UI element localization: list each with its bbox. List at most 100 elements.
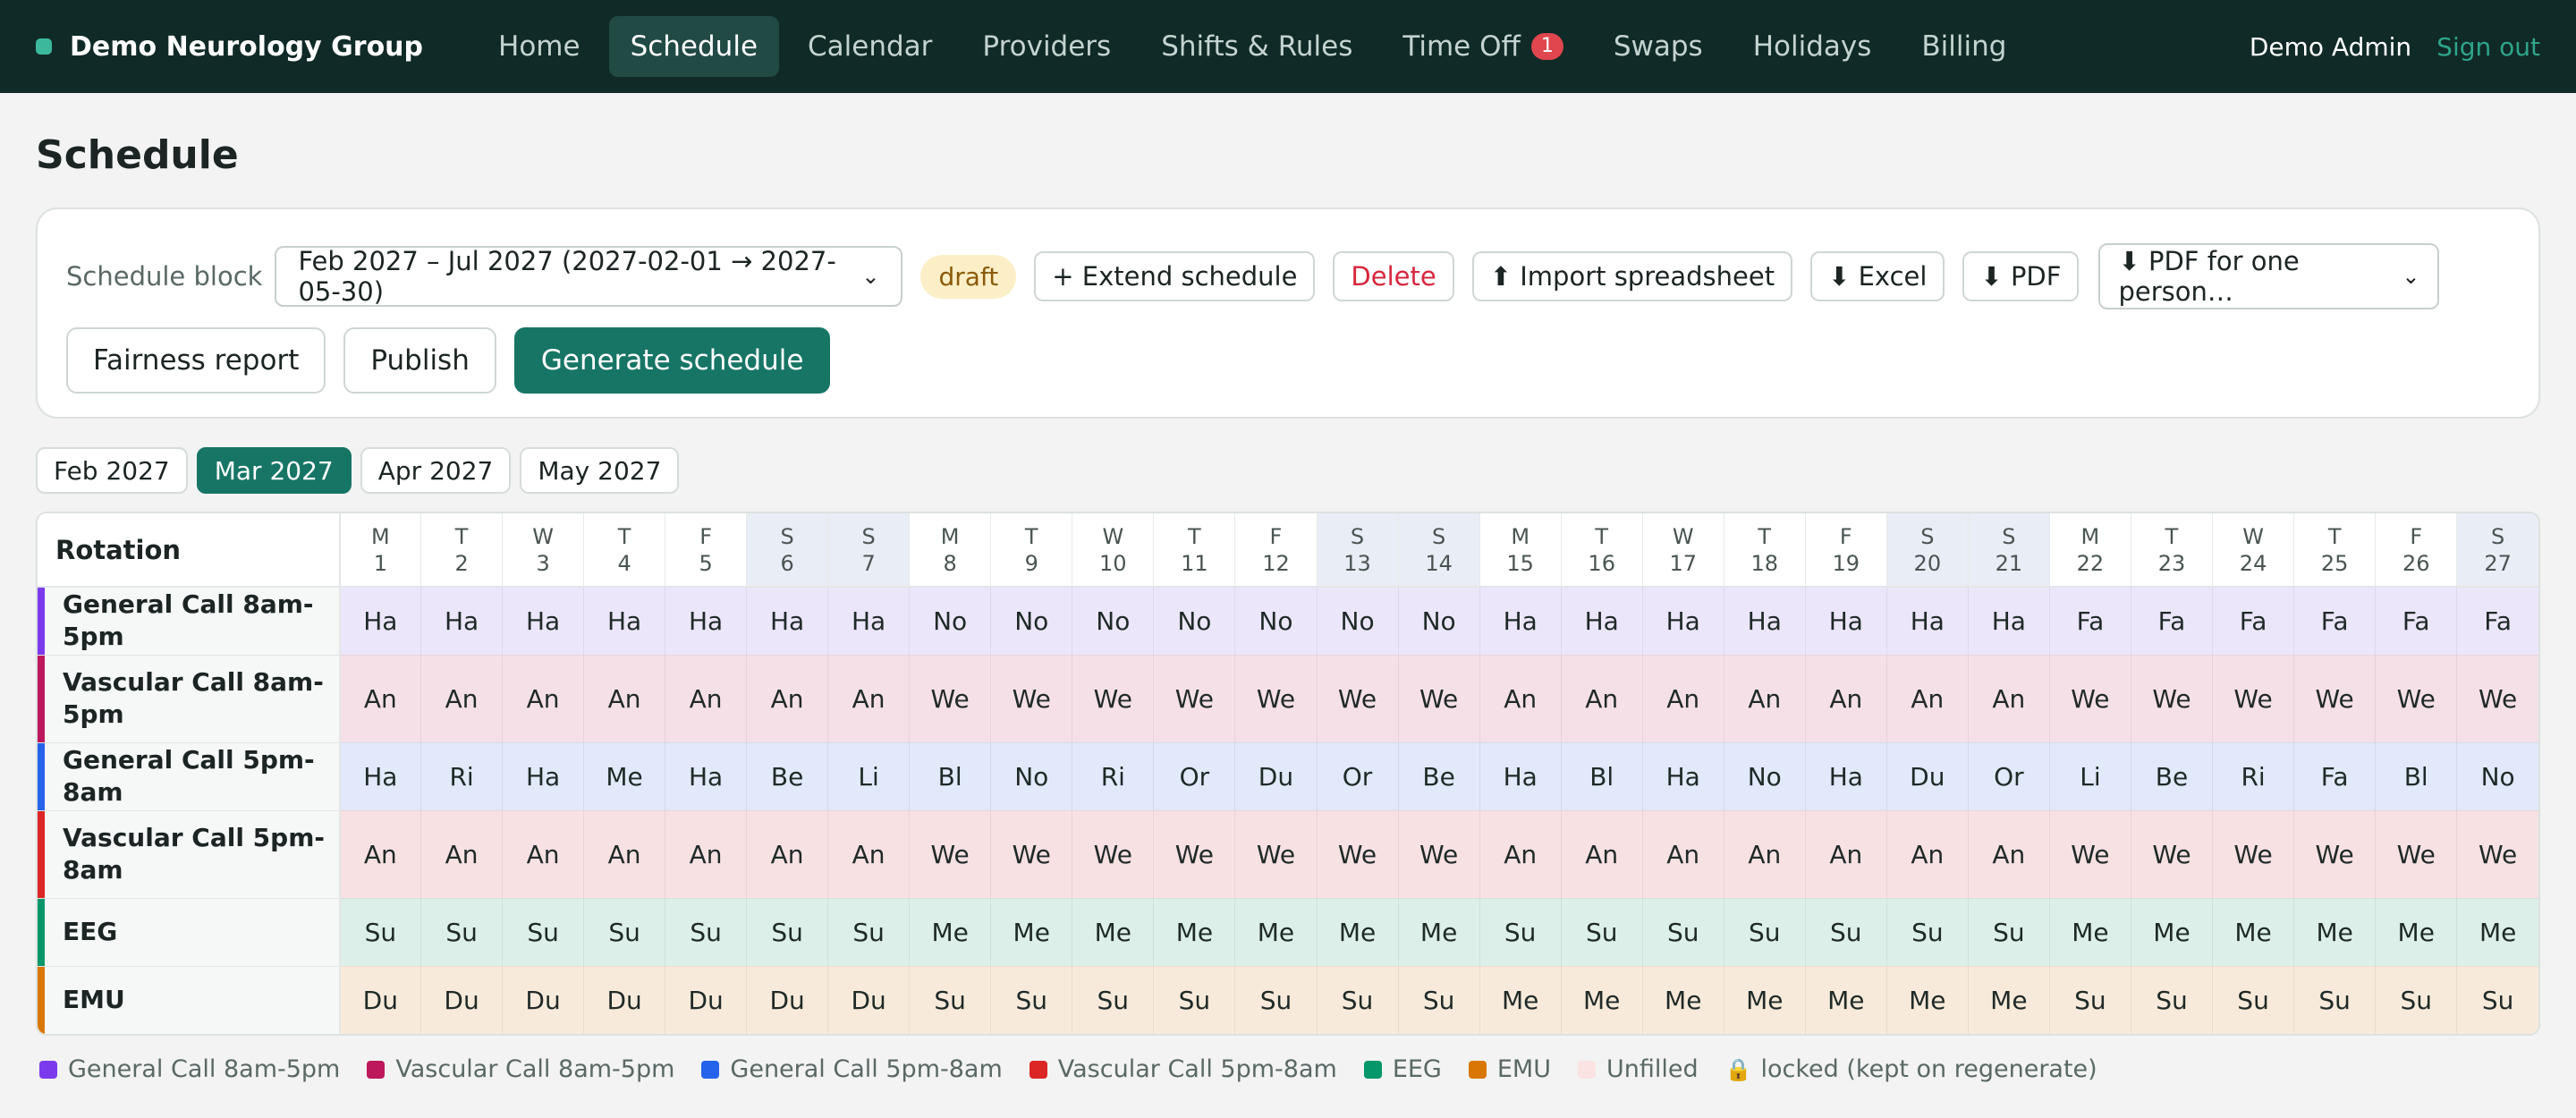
assignment-cell[interactable]: An bbox=[1885, 654, 1969, 742]
assignment-cell[interactable]: An bbox=[1723, 809, 1806, 898]
assignment-cell[interactable]: An bbox=[1804, 809, 1887, 898]
import-spreadsheet-button[interactable]: ⬆ Import spreadsheet bbox=[1471, 251, 1793, 301]
assignment-cell[interactable]: We bbox=[1397, 809, 1480, 898]
assignment-cell[interactable]: Ha bbox=[1723, 586, 1806, 655]
assignment-cell[interactable]: Me bbox=[1723, 965, 1806, 1034]
assignment-cell[interactable]: Su bbox=[2293, 965, 2376, 1034]
assignment-cell[interactable]: Ha bbox=[420, 586, 503, 655]
assignment-cell[interactable]: Ha bbox=[502, 586, 584, 655]
assignment-cell[interactable]: We bbox=[2456, 809, 2538, 898]
assignment-cell[interactable]: Su bbox=[1885, 897, 1969, 966]
assignment-cell[interactable]: Su bbox=[1072, 965, 1154, 1034]
assignment-cell[interactable]: An bbox=[339, 654, 421, 742]
assignment-cell[interactable]: Ha bbox=[1560, 586, 1643, 655]
assignment-cell[interactable]: We bbox=[909, 809, 991, 898]
assignment-cell[interactable]: Me bbox=[909, 897, 991, 966]
assignment-cell[interactable]: Fa bbox=[2375, 586, 2457, 655]
assignment-cell[interactable]: An bbox=[746, 654, 828, 742]
assignment-cell[interactable]: An bbox=[420, 809, 503, 898]
assignment-cell[interactable]: Su bbox=[1234, 965, 1317, 1034]
assignment-cell[interactable]: Ri bbox=[1072, 741, 1154, 810]
assignment-cell[interactable]: Su bbox=[1641, 897, 1724, 966]
assignment-cell[interactable]: Su bbox=[1397, 965, 1480, 1034]
assignment-cell[interactable]: Or bbox=[1153, 741, 1235, 810]
assignment-cell[interactable]: Ha bbox=[1641, 586, 1724, 655]
assignment-cell[interactable]: Be bbox=[746, 741, 828, 810]
assignment-cell[interactable]: An bbox=[665, 654, 747, 742]
nav-item-billing[interactable]: Billing bbox=[1900, 16, 2028, 77]
assignment-cell[interactable]: No bbox=[909, 586, 991, 655]
assignment-cell[interactable]: No bbox=[1153, 586, 1235, 655]
month-tab[interactable]: Feb 2027 bbox=[36, 447, 188, 494]
assignment-cell[interactable]: Me bbox=[1072, 897, 1154, 966]
assignment-cell[interactable]: No bbox=[990, 586, 1072, 655]
assignment-cell[interactable]: No bbox=[1234, 586, 1317, 655]
nav-item-schedule[interactable]: Schedule bbox=[608, 16, 780, 77]
assignment-cell[interactable]: We bbox=[2212, 809, 2294, 898]
assignment-cell[interactable]: No bbox=[1316, 586, 1399, 655]
assignment-cell[interactable]: We bbox=[2130, 654, 2213, 742]
pdf-person-select[interactable]: ⬇ PDF for one person… ⌄ bbox=[2098, 243, 2440, 309]
sign-out-link[interactable]: Sign out bbox=[2436, 31, 2540, 62]
assignment-cell[interactable]: Ri bbox=[420, 741, 503, 810]
assignment-cell[interactable]: Me bbox=[2293, 897, 2376, 966]
assignment-cell[interactable]: An bbox=[502, 809, 584, 898]
assignment-cell[interactable]: Me bbox=[1967, 965, 2050, 1034]
assignment-cell[interactable]: Me bbox=[1560, 965, 1643, 1034]
month-tab[interactable]: Apr 2027 bbox=[360, 447, 512, 494]
assignment-cell[interactable]: We bbox=[990, 809, 1072, 898]
assignment-cell[interactable]: An bbox=[827, 809, 910, 898]
assignment-cell[interactable]: Me bbox=[583, 741, 665, 810]
assignment-cell[interactable]: We bbox=[1316, 654, 1399, 742]
assignment-cell[interactable]: No bbox=[990, 741, 1072, 810]
assignment-cell[interactable]: No bbox=[1723, 741, 1806, 810]
assignment-cell[interactable]: Ha bbox=[502, 741, 584, 810]
export-excel-button[interactable]: ⬇ Excel bbox=[1810, 251, 1945, 301]
assignment-cell[interactable]: Me bbox=[2375, 897, 2457, 966]
assignment-cell[interactable]: Me bbox=[1234, 897, 1317, 966]
assignment-cell[interactable]: An bbox=[1560, 654, 1643, 742]
schedule-block-select[interactable]: Feb 2027 – Jul 2027 (2027-02-01 → 2027-0… bbox=[275, 246, 903, 307]
assignment-cell[interactable]: Ha bbox=[339, 586, 421, 655]
assignment-cell[interactable]: We bbox=[2048, 654, 2131, 742]
nav-item-time-off[interactable]: Time Off 1 bbox=[1381, 16, 1584, 77]
assignment-cell[interactable]: Ha bbox=[665, 741, 747, 810]
assignment-cell[interactable]: An bbox=[1479, 809, 1562, 898]
assignment-cell[interactable]: Su bbox=[827, 897, 910, 966]
assignment-cell[interactable]: An bbox=[1479, 654, 1562, 742]
assignment-cell[interactable]: We bbox=[2212, 654, 2294, 742]
assignment-cell[interactable]: Ha bbox=[1804, 586, 1887, 655]
nav-item-shifts-rules[interactable]: Shifts & Rules bbox=[1140, 16, 1374, 77]
assignment-cell[interactable]: An bbox=[1641, 654, 1724, 742]
assignment-cell[interactable]: An bbox=[1885, 809, 1969, 898]
assignment-cell[interactable]: An bbox=[583, 654, 665, 742]
assignment-cell[interactable]: Su bbox=[1560, 897, 1643, 966]
assignment-cell[interactable]: An bbox=[1641, 809, 1724, 898]
assignment-cell[interactable]: Fa bbox=[2048, 586, 2131, 655]
month-tab[interactable]: Mar 2027 bbox=[196, 447, 352, 494]
assignment-cell[interactable]: We bbox=[1153, 654, 1235, 742]
assignment-cell[interactable]: Su bbox=[420, 897, 503, 966]
assignment-cell[interactable]: Ha bbox=[827, 586, 910, 655]
assignment-cell[interactable]: We bbox=[2293, 654, 2376, 742]
assignment-cell[interactable]: Su bbox=[502, 897, 584, 966]
assignment-cell[interactable]: Me bbox=[2048, 897, 2131, 966]
assignment-cell[interactable]: Me bbox=[990, 897, 1072, 966]
assignment-cell[interactable]: An bbox=[746, 809, 828, 898]
assignment-cell[interactable]: Ha bbox=[1804, 741, 1887, 810]
assignment-cell[interactable]: An bbox=[827, 654, 910, 742]
assignment-cell[interactable]: Du bbox=[339, 965, 421, 1034]
assignment-cell[interactable]: Ha bbox=[1479, 586, 1562, 655]
assignment-cell[interactable]: Du bbox=[827, 965, 910, 1034]
assignment-cell[interactable]: Su bbox=[909, 965, 991, 1034]
brand[interactable]: Demo Neurology Group bbox=[36, 31, 423, 63]
assignment-cell[interactable]: Su bbox=[1479, 897, 1562, 966]
assignment-cell[interactable]: We bbox=[909, 654, 991, 742]
assignment-cell[interactable]: An bbox=[1967, 809, 2050, 898]
assignment-cell[interactable]: Ha bbox=[1479, 741, 1562, 810]
assignment-cell[interactable]: We bbox=[2048, 809, 2131, 898]
assignment-cell[interactable]: No bbox=[1072, 586, 1154, 655]
assignment-cell[interactable]: Ha bbox=[1885, 586, 1969, 655]
assignment-cell[interactable]: Fa bbox=[2130, 586, 2213, 655]
fairness-report-button[interactable]: Fairness report bbox=[66, 327, 326, 394]
